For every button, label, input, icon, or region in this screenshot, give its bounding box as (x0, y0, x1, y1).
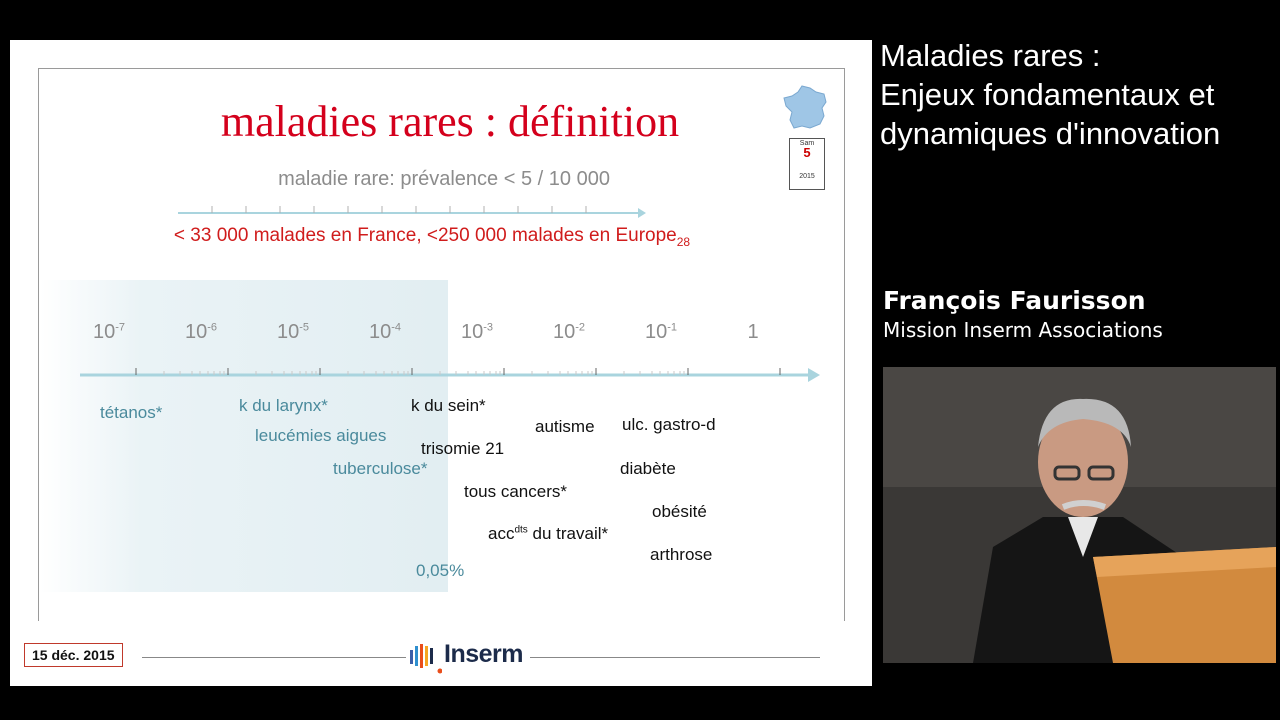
talk-title-line: Enjeux fondamentaux et (880, 77, 1215, 112)
disease-label: arthrose (650, 545, 713, 564)
axis-tick-label: 10-7 (92, 321, 126, 343)
calendar-day: 5 (803, 145, 811, 160)
talk-title-line: dynamiques d'innovation (880, 116, 1221, 151)
calendar-month: Sam (799, 140, 815, 147)
prevalence-text: < 33 000 malades en France, <250 000 mal… (173, 225, 677, 246)
disease-label: k du larynx* (239, 396, 328, 415)
axis-tick-label: 10-6 (184, 321, 218, 343)
axis-tick-label: 10-4 (368, 321, 402, 343)
disease-label: ulc. gastro-d (622, 415, 716, 434)
axis-tick-label: 10-2 (552, 321, 586, 343)
footer-divider (142, 657, 406, 658)
rare-disease-zone (40, 280, 448, 592)
disease-label: autisme (535, 417, 595, 436)
france-map-icon (783, 85, 827, 129)
speaker-video-frame (883, 367, 1276, 663)
disease-label: leucémies aigues (255, 426, 387, 445)
disease-label: obésité (652, 502, 707, 521)
threshold-label: 0,05% (416, 561, 465, 580)
slide-title: maladies rares : définition (220, 97, 680, 146)
slide-frame (38, 68, 845, 621)
disease-label: accdts du travail* (488, 524, 609, 543)
slide-subtitle: maladie rare: prévalence < 5 / 10 000 (278, 168, 610, 190)
disease-label: tétanos* (100, 403, 163, 422)
reference-number: 28 (676, 234, 691, 249)
talk-title-line: Maladies rares : (880, 38, 1101, 73)
inserm-logo-icon (410, 644, 442, 674)
disease-label: tuberculose* (333, 459, 428, 478)
axis-tick-label: 10-3 (460, 321, 494, 343)
speaker-video (883, 367, 1276, 663)
disease-label: tous cancers* (464, 482, 567, 501)
calendar-icon: Sam 5 2015 (789, 138, 825, 190)
upper-arrow (178, 206, 646, 218)
disease-label: trisomie 21 (421, 439, 505, 458)
disease-label: diabète (620, 459, 676, 478)
footer-divider (530, 657, 820, 658)
talk-title: Maladies rares : Enjeux fondamentaux et … (880, 36, 1280, 153)
presentation-slide: Sam 5 2015 maladies rares : définition m… (10, 40, 872, 686)
axis-tick-label: 10-5 (276, 321, 310, 343)
axis-tick-label: 10-1 (644, 321, 678, 343)
prevalence-definition: < 33 000 malades en France, <250 000 mal… (10, 225, 854, 249)
calendar-year: 2015 (799, 173, 815, 180)
axis-tick-label: 1 (747, 321, 759, 343)
inserm-logo-text: Inserm (444, 640, 523, 668)
disease-label: k du sein* (411, 396, 486, 415)
slide-date: 15 déc. 2015 (24, 643, 123, 667)
speaker-name: François Faurisson (883, 286, 1146, 315)
speaker-affiliation: Mission Inserm Associations (883, 318, 1163, 342)
prevalence-axis (80, 368, 820, 382)
